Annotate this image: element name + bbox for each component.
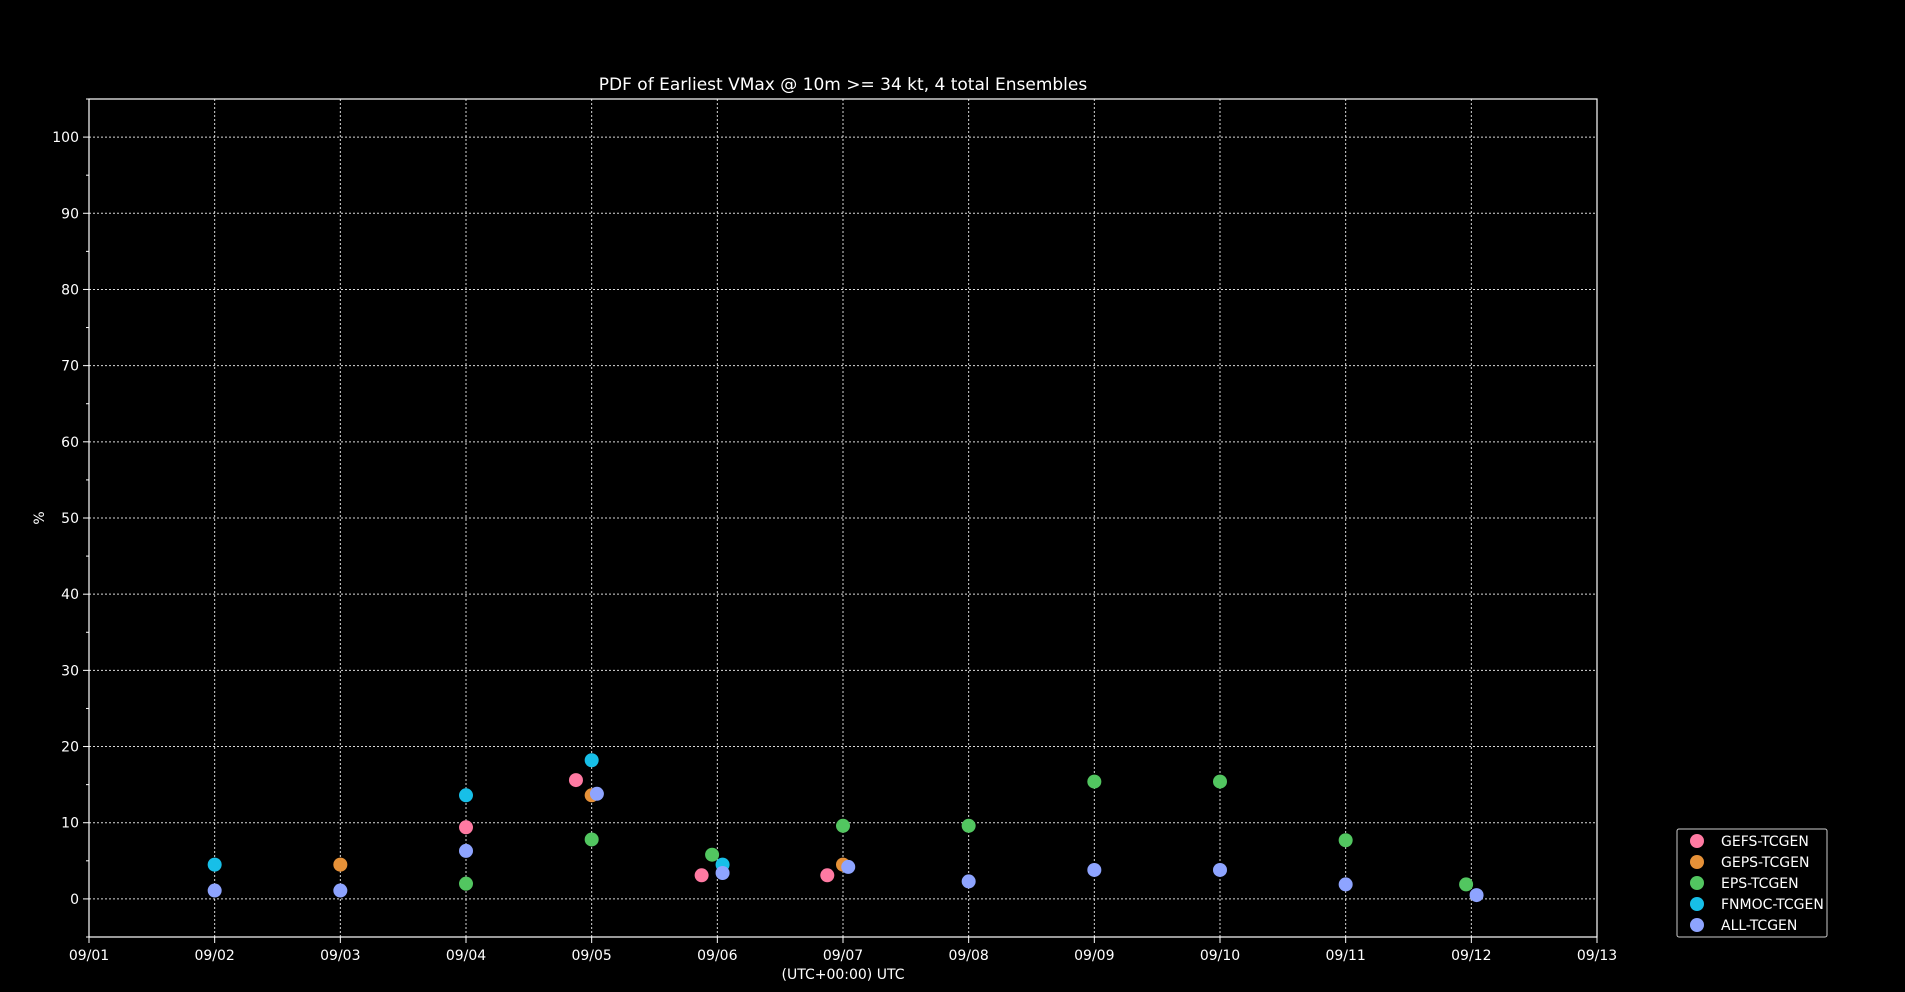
y-tick-label: 60	[61, 435, 79, 451]
x-axis-label: (UTC+00:00) UTC	[782, 967, 905, 983]
x-tick-label: 09/09	[1074, 948, 1114, 964]
y-tick-label: 90	[61, 206, 79, 222]
point-fnmoc-tcgen	[207, 857, 222, 872]
point-eps-tcgen	[459, 876, 473, 891]
x-tick-label: 09/04	[446, 948, 486, 964]
point-gefs-tcgen	[568, 773, 583, 788]
legend-box	[1676, 828, 1828, 938]
point-eps-tcgen	[961, 818, 976, 833]
legend-label-all-tcgen: ALL-TCGEN	[1721, 918, 1797, 934]
point-all-tcgen	[1338, 877, 1353, 892]
point-geps-tcgen	[333, 857, 348, 872]
point-fnmoc-tcgen	[459, 788, 473, 803]
point-eps-tcgen	[1087, 774, 1102, 789]
point-all-tcgen	[459, 843, 473, 858]
point-all-tcgen	[1469, 888, 1484, 903]
y-tick-label: 80	[61, 282, 79, 298]
point-all-tcgen	[333, 883, 348, 898]
grid-layer	[89, 99, 1597, 937]
x-tick-label: 09/07	[823, 948, 863, 964]
legend: GEFS-TCGEN GEPS-TCGEN EPS-TCGEN FNMOC-TCGEN…	[1676, 828, 1828, 938]
legend-label-eps-tcgen: EPS-TCGEN	[1721, 876, 1799, 892]
tick-layer: 09/01 09/02 09/03 09/04 09/05 09/06 09/07 09/08…	[52, 98, 1617, 964]
point-all-tcgen	[589, 786, 604, 801]
y-tick-label: 20	[61, 740, 79, 756]
chart-title: PDF of Earliest VMax @ 10m >= 34 kt, 4 t…	[599, 75, 1088, 95]
y-tick-label: 10	[61, 816, 79, 832]
x-tick-label: 09/05	[571, 948, 611, 964]
x-tick-label: 09/06	[697, 948, 737, 964]
x-tick-label: 09/02	[194, 948, 234, 964]
legend-marker-all-tcgen	[1690, 918, 1704, 932]
y-tick-label: 40	[61, 587, 79, 603]
y-tick-label: 100	[52, 130, 79, 146]
point-all-tcgen	[1213, 862, 1227, 877]
legend-marker-eps-tcgen	[1690, 876, 1704, 890]
point-eps-tcgen	[836, 818, 850, 833]
point-gefs-tcgen	[694, 868, 709, 883]
y-tick-label: 50	[61, 511, 79, 527]
point-gefs-tcgen	[459, 820, 473, 835]
legend-marker-fnmoc-tcgen	[1690, 897, 1704, 911]
point-all-tcgen	[1087, 862, 1102, 877]
point-fnmoc-tcgen	[584, 753, 599, 768]
point-eps-tcgen	[1213, 774, 1227, 789]
x-tick-label: 09/01	[69, 948, 109, 964]
point-all-tcgen	[715, 866, 730, 881]
y-tick-label: 30	[61, 663, 79, 679]
point-all-tcgen	[207, 883, 222, 898]
y-axis-label: %	[32, 511, 48, 524]
point-eps-tcgen	[1338, 833, 1353, 848]
point-all-tcgen	[961, 874, 976, 889]
legend-label-geps-tcgen: GEPS-TCGEN	[1721, 855, 1809, 871]
x-tick-label: 09/08	[948, 948, 988, 964]
legend-marker-geps-tcgen	[1690, 855, 1704, 869]
point-all-tcgen	[841, 859, 856, 874]
point-eps-tcgen	[1459, 877, 1474, 892]
points-layer	[207, 753, 1484, 903]
x-tick-label: 09/12	[1451, 948, 1491, 964]
y-tick-label: 0	[70, 892, 79, 908]
x-tick-label: 09/03	[320, 948, 360, 964]
legend-label-fnmoc-tcgen: FNMOC-TCGEN	[1721, 897, 1824, 913]
x-tick-label: 09/11	[1325, 948, 1365, 964]
point-gefs-tcgen	[820, 868, 835, 883]
point-eps-tcgen	[584, 832, 599, 847]
x-tick-label: 09/13	[1577, 948, 1617, 964]
legend-marker-gefs-tcgen	[1690, 834, 1704, 848]
y-tick-label: 70	[61, 359, 79, 375]
point-eps-tcgen	[705, 847, 720, 862]
legend-label-gefs-tcgen: GEFS-TCGEN	[1721, 834, 1809, 850]
x-tick-label: 09/10	[1200, 948, 1240, 964]
